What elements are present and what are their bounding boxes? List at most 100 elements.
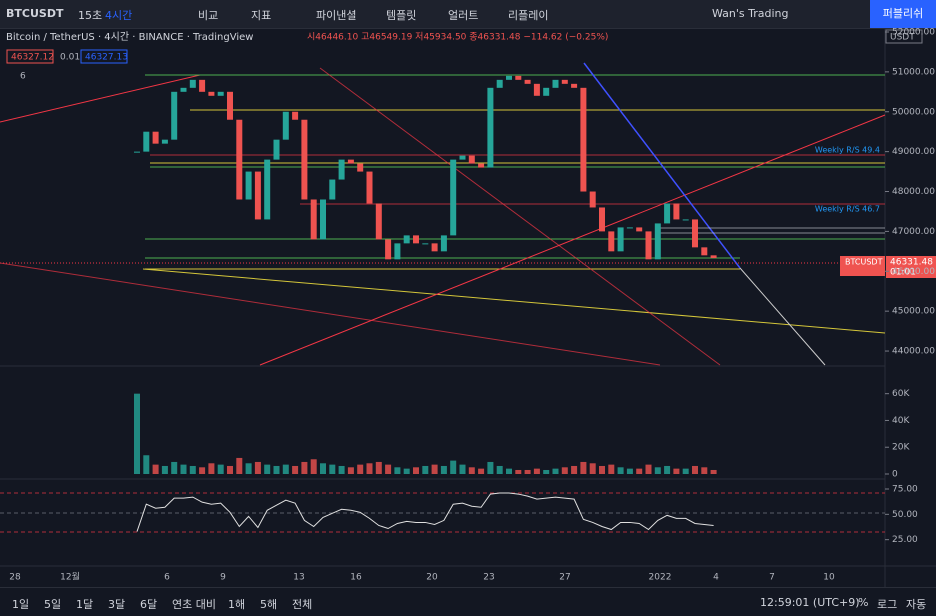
candle xyxy=(645,231,652,260)
volume-bar xyxy=(413,467,419,474)
candle xyxy=(217,91,224,96)
candle xyxy=(338,159,345,180)
volume-bar xyxy=(366,463,373,474)
clock: 12:59:01 (UTC+9) xyxy=(760,596,860,609)
volume-bar xyxy=(422,465,429,474)
templates[interactable]: 템플릿 xyxy=(386,9,417,22)
range-button[interactable]: 연초 대비 xyxy=(172,598,216,611)
candle xyxy=(292,111,299,120)
candle xyxy=(533,83,540,96)
range-button[interactable]: 1일 xyxy=(12,598,30,611)
candle xyxy=(673,203,680,220)
candle xyxy=(506,75,512,80)
symbol-flag: BTCUSDT xyxy=(845,258,883,267)
top-toolbar: BTCUSDT 15초 4시간 비교 지표 파이낸셜 템플릿 얼러트 리플레이 … xyxy=(0,0,936,29)
y-tick-label: 75.00 xyxy=(892,485,918,495)
x-tick-label: 6 xyxy=(164,573,170,583)
range-button[interactable]: 5일 xyxy=(44,598,62,611)
volume-bar xyxy=(403,468,410,474)
volume-bar xyxy=(134,393,140,474)
candle xyxy=(199,79,206,92)
candle xyxy=(440,235,447,252)
candle xyxy=(403,235,410,244)
y-tick-label: 40K xyxy=(892,416,910,426)
candle xyxy=(431,243,438,252)
volume-bar xyxy=(161,465,168,474)
interval[interactable]: 15초 xyxy=(78,9,103,22)
candle xyxy=(487,87,494,168)
candle xyxy=(710,255,717,259)
y-tick-label: 25.00 xyxy=(892,535,918,545)
volume-bar xyxy=(282,464,289,474)
percent-toggle[interactable]: % xyxy=(858,596,869,609)
range-button[interactable]: 전체 xyxy=(292,598,313,611)
x-tick-label: 12월 xyxy=(60,571,80,583)
volume-bar xyxy=(227,465,233,474)
volume-bar xyxy=(682,468,689,474)
range-button[interactable]: 1달 xyxy=(76,598,94,611)
layout-name[interactable]: Wan's Trading xyxy=(712,7,789,20)
volume-bar xyxy=(385,464,392,474)
alert[interactable]: 얼러트 xyxy=(448,9,479,22)
volume-bar xyxy=(450,460,457,474)
candle xyxy=(134,151,140,153)
volume-bar xyxy=(217,464,224,474)
volume-bar xyxy=(320,463,326,474)
volume-bar xyxy=(599,465,605,474)
candle xyxy=(422,243,429,245)
candle xyxy=(654,223,661,260)
candle xyxy=(561,79,568,84)
candle xyxy=(524,79,531,84)
interval[interactable]: 4시간 xyxy=(105,9,133,22)
x-tick-label: 13 xyxy=(293,573,304,583)
log-toggle[interactable]: 로그 xyxy=(877,598,898,611)
x-tick-label: 20 xyxy=(426,573,438,583)
volume-bar xyxy=(543,469,550,474)
volume-bar xyxy=(245,463,252,474)
candle xyxy=(701,247,708,256)
volume-bar xyxy=(552,468,559,474)
volume-bar xyxy=(561,467,568,474)
drawings xyxy=(0,62,886,533)
candle xyxy=(580,87,587,192)
range-button[interactable]: 3달 xyxy=(108,598,126,611)
x-tick-label: 4 xyxy=(713,573,719,583)
compare[interactable]: 비교 xyxy=(198,9,219,22)
currency-box xyxy=(885,29,923,44)
volume-bar xyxy=(431,464,438,474)
candle xyxy=(599,207,605,232)
volume-bar xyxy=(654,467,661,474)
volume-bar xyxy=(310,459,317,474)
ask: 46327.13 xyxy=(85,53,128,63)
candle xyxy=(143,131,150,152)
financials[interactable]: 파이낸셜 xyxy=(316,9,357,22)
auto-toggle[interactable]: 자동 xyxy=(906,598,927,611)
replay[interactable]: 리플레이 xyxy=(508,9,549,22)
volume-bar xyxy=(571,465,578,474)
volume-bar xyxy=(338,465,345,474)
range-button[interactable]: 6달 xyxy=(140,598,158,611)
countdown: 01:01 xyxy=(890,268,916,278)
x-tick-label: 7 xyxy=(769,573,775,583)
candle xyxy=(413,235,419,244)
volume-bar xyxy=(533,468,540,474)
x-tick-label: 2022 xyxy=(649,573,672,583)
x-tick-label: 10 xyxy=(823,573,835,583)
candle xyxy=(180,87,187,92)
volume-bar xyxy=(580,461,587,474)
candle xyxy=(692,219,698,248)
symbol[interactable]: BTCUSDT xyxy=(6,7,64,20)
volume-bar xyxy=(236,457,243,474)
candle xyxy=(608,231,615,252)
indicators[interactable]: 지표 xyxy=(251,9,272,22)
publish-button[interactable]: 퍼블리쉬 xyxy=(870,0,936,28)
volume-bar xyxy=(589,463,596,474)
y-tick-label: 52000.00 xyxy=(892,28,935,37)
volume-bar xyxy=(189,465,196,474)
range-button[interactable]: 1해 xyxy=(228,598,246,611)
candle xyxy=(329,179,336,200)
indicator-count[interactable]: 6 xyxy=(20,72,26,82)
volume-bar xyxy=(645,464,652,474)
range-button[interactable]: 5해 xyxy=(260,598,278,611)
x-tick-label: 16 xyxy=(350,573,362,583)
